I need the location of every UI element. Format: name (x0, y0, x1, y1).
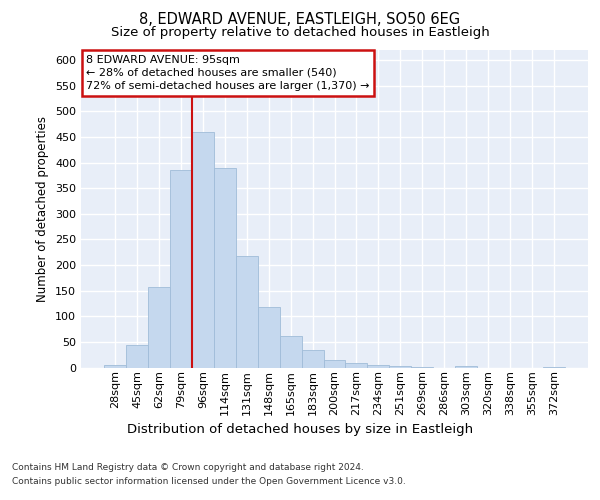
Bar (257, 307, 280, 368)
Bar (543, 367, 565, 368)
Y-axis label: Number of detached properties: Number of detached properties (37, 116, 49, 302)
Text: Contains HM Land Registry data © Crown copyright and database right 2024.: Contains HM Land Registry data © Crown c… (12, 462, 364, 471)
Bar (104, 366, 126, 368)
Text: Distribution of detached houses by size in Eastleigh: Distribution of detached houses by size … (127, 422, 473, 436)
Bar (323, 360, 346, 368)
Bar (170, 170, 192, 368)
Bar (346, 364, 367, 368)
Text: Size of property relative to detached houses in Eastleigh: Size of property relative to detached ho… (110, 26, 490, 39)
Bar (148, 287, 170, 368)
Bar (455, 366, 477, 368)
Bar (280, 336, 302, 368)
Bar (214, 168, 236, 368)
Bar (126, 346, 148, 368)
Bar (192, 132, 214, 368)
Bar (236, 256, 257, 368)
Text: 8 EDWARD AVENUE: 95sqm
← 28% of detached houses are smaller (540)
72% of semi-de: 8 EDWARD AVENUE: 95sqm ← 28% of detached… (86, 55, 370, 91)
Text: 8, EDWARD AVENUE, EASTLEIGH, SO50 6EG: 8, EDWARD AVENUE, EASTLEIGH, SO50 6EG (139, 12, 461, 28)
Bar (367, 366, 389, 368)
Text: Contains public sector information licensed under the Open Government Licence v3: Contains public sector information licen… (12, 478, 406, 486)
Bar (302, 350, 323, 368)
Bar (412, 367, 433, 368)
Bar (389, 366, 412, 368)
